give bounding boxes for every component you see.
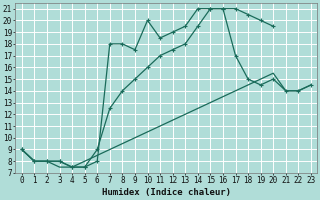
X-axis label: Humidex (Indice chaleur): Humidex (Indice chaleur) [102,188,231,197]
